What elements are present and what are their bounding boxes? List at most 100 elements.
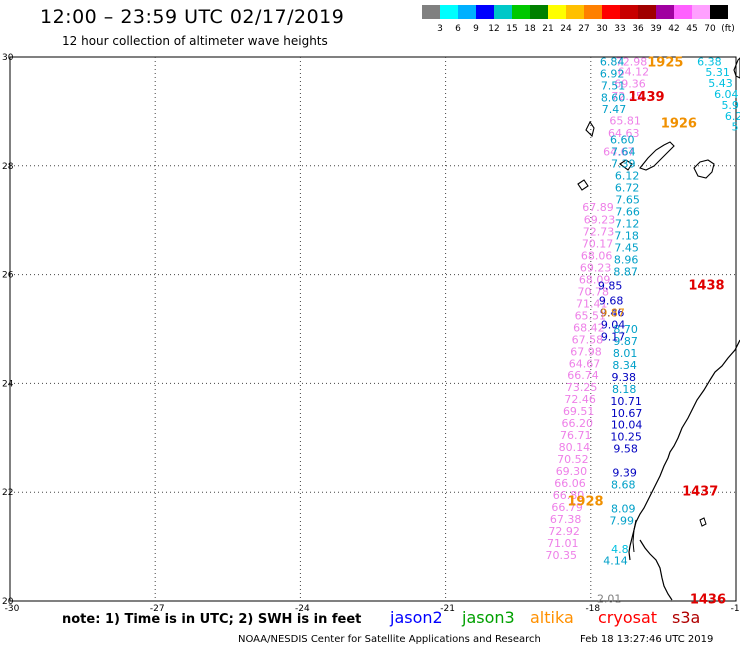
wave-height-value: 64.63 (608, 127, 640, 140)
wave-height-value: 72.25 (611, 90, 643, 103)
mission-jason2: jason2 (390, 608, 443, 627)
wave-height-value: 8.01 (613, 347, 638, 360)
wave-height-value: 70.78 (577, 285, 609, 298)
wave-height-value: 64.67 (603, 146, 635, 159)
wave-height-value: 71.01 (547, 537, 579, 550)
x-tick-label: -24 (295, 604, 310, 614)
cape-blanc (632, 519, 637, 553)
colorbar-swatch (674, 5, 692, 19)
credit-text: NOAA/NESDIS Center for Satellite Applica… (238, 634, 541, 645)
wave-height-value: 10.71 (610, 395, 642, 408)
wave-height-value: 7.65 (615, 194, 640, 207)
y-tick-label: 24 (2, 379, 14, 389)
africa-coastline (628, 339, 740, 561)
wave-height-value: 2.01 (597, 592, 622, 605)
wave-height-value: 6.72 (615, 182, 640, 195)
wave-height-value: 7.64 (611, 146, 636, 159)
wave-height-value: 6.84 (600, 55, 625, 68)
mission-jason3: jason3 (462, 608, 515, 627)
wave-height-value: 76.71 (560, 429, 592, 442)
wave-height-value: 66.80 (553, 489, 585, 502)
x-tick-label: -15 (731, 604, 740, 614)
wave-height-value: 8.60 (601, 91, 626, 104)
mission-cryosat: cryosat (598, 608, 658, 627)
colorbar-swatch (512, 5, 530, 19)
footer-note: note: 1) Time is in UTC; 2) SWH is in fe… (62, 612, 362, 627)
wave-height-value: 72.73 (583, 226, 615, 239)
plot-frame (9, 56, 737, 602)
wave-height-value: 72.46 (564, 393, 596, 406)
lanzarote-island (733, 57, 740, 79)
colorbar-label: 27 (578, 24, 590, 34)
map-grid (9, 56, 737, 602)
wave-height-value: 10.04 (611, 419, 643, 432)
colorbar-swatch (692, 5, 710, 19)
wave-height-value: 9.87 (613, 335, 638, 348)
wave-height-value: 66.20 (561, 417, 593, 430)
wave-height-value: 6.12 (615, 170, 640, 183)
tenerife-island (639, 141, 675, 171)
wave-height-value: 6.38 (697, 55, 722, 68)
wave-height-value: 72.98 (616, 55, 648, 68)
colorbar-label: 30 (596, 24, 608, 34)
la-palma-island (585, 120, 595, 138)
y-tick-label: 30 (2, 53, 14, 63)
wave-height-value: 8.70 (613, 323, 638, 336)
timestamp: Feb 18 13:27:46 UTC 2019 (580, 634, 714, 645)
wave-height-value: 69.23 (580, 262, 612, 275)
colorbar-label: 12 (488, 24, 500, 34)
wave-height-value: 66.74 (567, 369, 599, 382)
wave-height-value: 5.31 (705, 66, 730, 79)
colorbar-swatch (476, 5, 494, 19)
wave-height-value: 6.92 (600, 67, 625, 80)
wave-height-value: 9.17 (601, 331, 626, 344)
colorbar-swatch (710, 5, 728, 19)
orbit-number-label: 1925 (647, 55, 683, 70)
x-tick-label: -21 (440, 604, 455, 614)
wave-height-value: 64.12 (618, 66, 650, 79)
colorbar-label: 9 (473, 24, 479, 34)
coastline (577, 57, 740, 601)
wave-height-value: 8.34 (612, 359, 637, 372)
africa-coastline-south (639, 539, 673, 601)
wave-height-value: 7.51 (601, 79, 626, 92)
wave-height-value: 4.8 (611, 543, 629, 556)
wave-height-value: 7.12 (615, 217, 640, 230)
orbit-number-label: 1438 (688, 278, 724, 293)
wave-height-value: 69.51 (563, 405, 595, 418)
wave-height-value: 70.17 (582, 238, 614, 251)
wave-height-value: 7.45 (614, 241, 639, 254)
wave-height-value: 69.23 (584, 214, 616, 227)
orbit-number-label: 1926 (661, 116, 697, 131)
colorbar-label: 6 (455, 24, 461, 34)
orbit-number-label: 1928 (567, 494, 603, 509)
colorbar-swatch (638, 5, 656, 19)
wave-height-value: 8.68 (611, 479, 636, 492)
la-gomera-island (619, 159, 633, 171)
wave-height-value: 9.46 (600, 307, 625, 320)
y-tick-label: 28 (2, 162, 14, 172)
orbit-number-label: 1436 (690, 592, 726, 607)
colorbar-label: 70 (704, 24, 716, 34)
wave-height-value: 64.67 (569, 357, 601, 370)
wave-height-value: 9.38 (611, 371, 636, 384)
wave-height-value: 67.58 (572, 333, 604, 346)
orbit-number-label: 1439 (628, 90, 664, 105)
wave-height-value: 6.60 (610, 134, 635, 147)
wave-height-value: 8.18 (612, 383, 637, 396)
y-tick-label: 20 (2, 597, 14, 607)
wave-height-value: 68.42 (573, 321, 605, 334)
colorbar-label: 24 (560, 24, 572, 34)
colorbar-label: 15 (506, 24, 518, 34)
wave-height-value: 66.06 (554, 477, 586, 490)
wave-height-value: 69.30 (556, 465, 588, 478)
wave-height-value: 9.04 (601, 319, 626, 332)
x-tick-label: -18 (585, 604, 600, 614)
wave-height-value: 10.25 (610, 431, 642, 444)
wave-height-value: 9.39 (612, 467, 637, 480)
gran-canaria-island (693, 159, 715, 179)
wave-height-value: 71.41 (576, 297, 608, 310)
colorbar-swatch (566, 5, 584, 19)
wave-height-value: 72.92 (548, 525, 580, 538)
colorbar-label: 33 (614, 24, 626, 34)
